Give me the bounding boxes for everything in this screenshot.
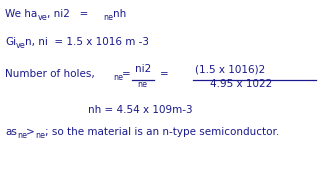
Text: nh: nh [113,9,126,19]
Text: ; so the material is an n-type semiconductor.: ; so the material is an n-type semicondu… [45,127,279,137]
Text: ve: ve [38,13,48,22]
Text: ne: ne [17,131,27,140]
Text: ni2: ni2 [135,64,151,74]
Text: We ha: We ha [5,9,37,19]
Text: >: > [26,127,35,137]
Text: nh = 4.54 x 109m-3: nh = 4.54 x 109m-3 [88,105,193,115]
Text: ne: ne [103,13,113,22]
Text: as: as [5,127,17,137]
Text: ne: ne [137,80,147,89]
Text: =: = [160,69,169,79]
Text: Number of holes,: Number of holes, [5,69,95,79]
Text: (1.5 x 1016)2: (1.5 x 1016)2 [195,64,265,74]
Text: ve: ve [16,41,26,50]
Text: =: = [122,69,131,79]
Text: Gi: Gi [5,37,16,47]
Text: ne: ne [35,131,45,140]
Text: ne: ne [113,73,123,82]
Text: , ni2   =: , ni2 = [47,9,88,19]
Text: n, ni  = 1.5 x 1016 m -3: n, ni = 1.5 x 1016 m -3 [25,37,149,47]
Text: 4.95 x 1022: 4.95 x 1022 [210,79,272,89]
